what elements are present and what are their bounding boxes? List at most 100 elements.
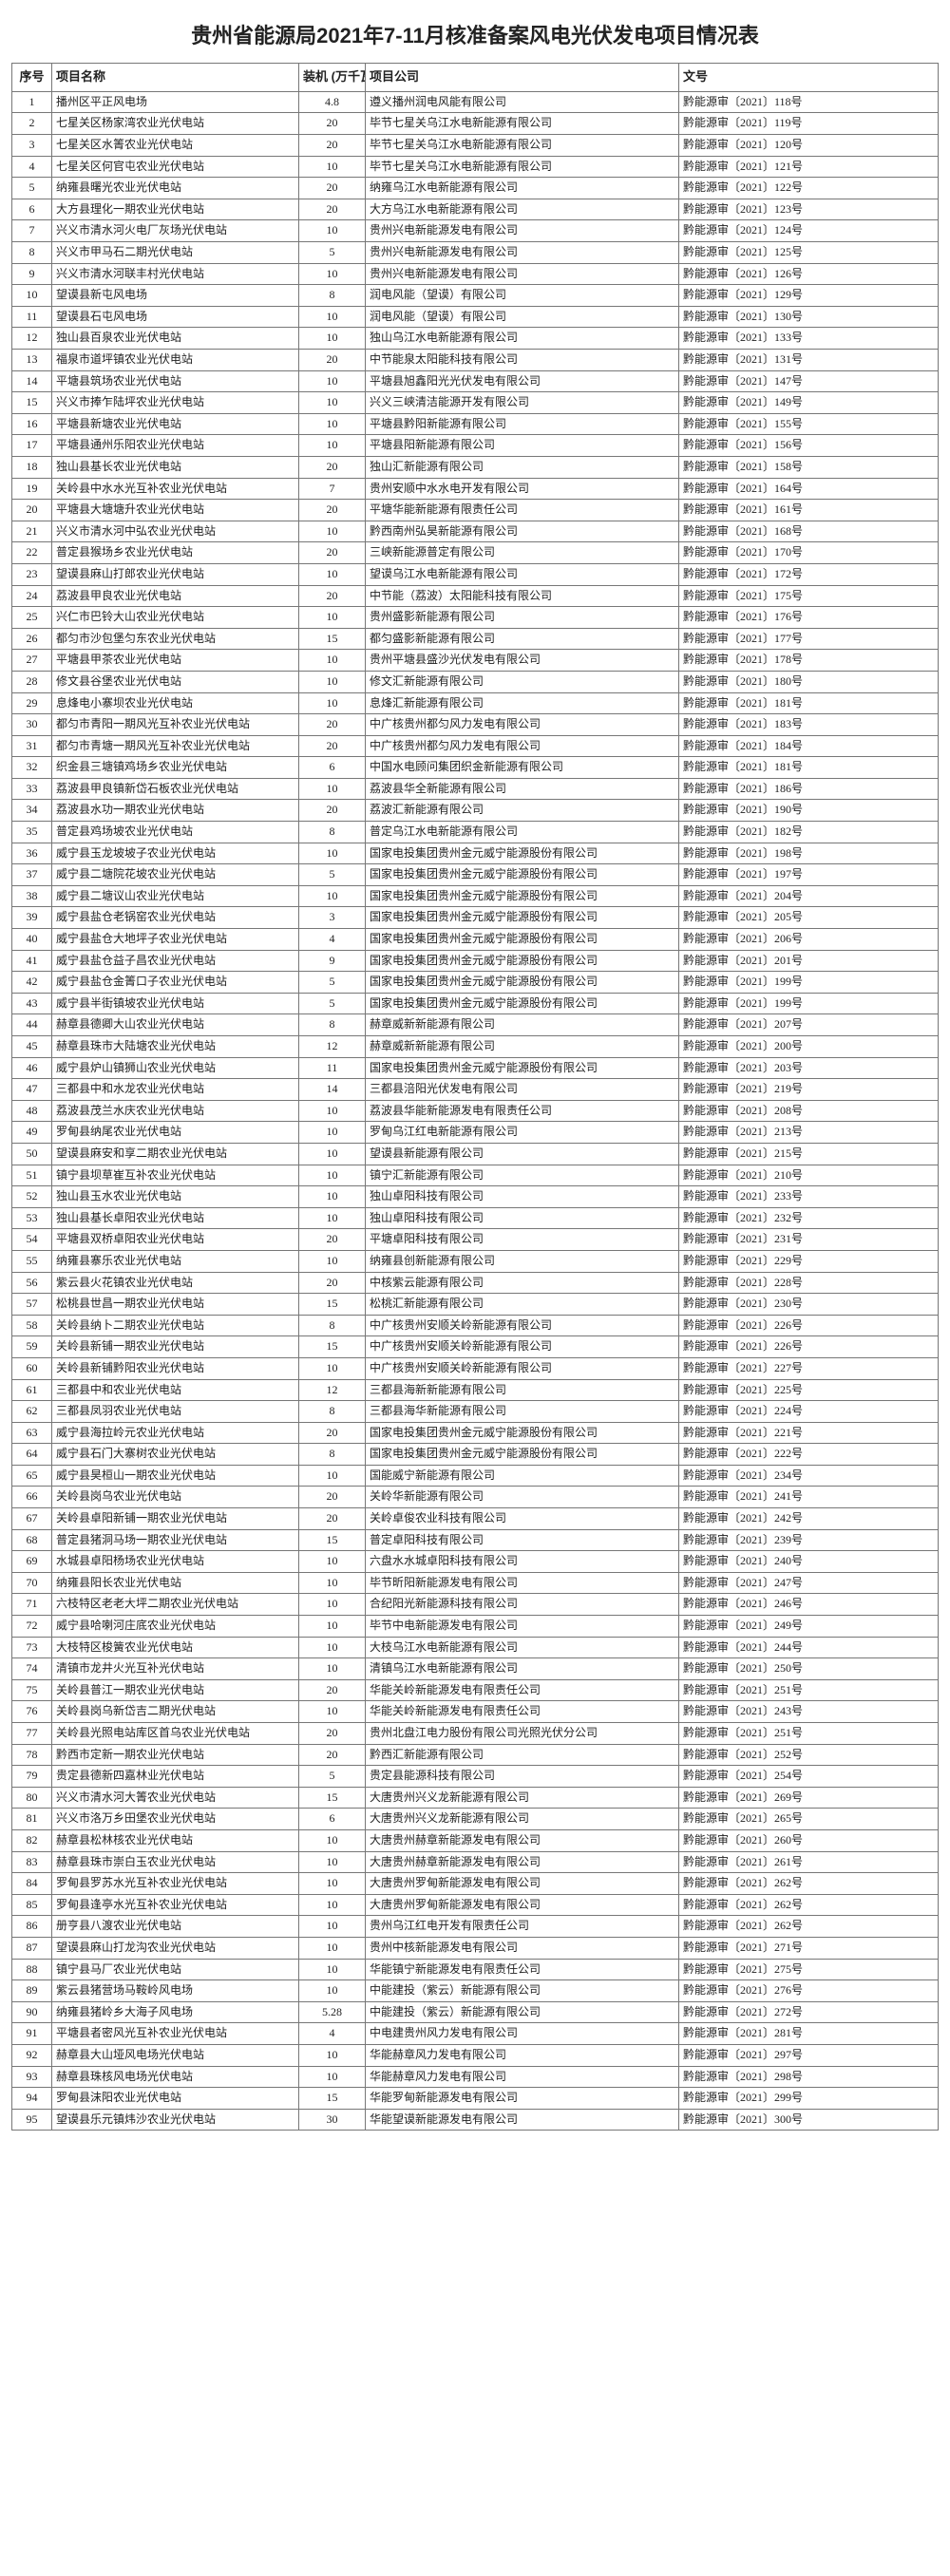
cell-seq: 20 (12, 500, 52, 521)
cell-name: 望谟县新屯风电场 (52, 285, 299, 307)
cell-doc: 黔能源审〔2021〕184号 (679, 735, 939, 757)
cell-comp: 贵州兴电新能源发电有限公司 (366, 263, 679, 285)
cell-doc: 黔能源审〔2021〕181号 (679, 757, 939, 779)
cell-seq: 18 (12, 456, 52, 478)
cell-seq: 14 (12, 370, 52, 392)
cell-seq: 77 (12, 1723, 52, 1745)
table-row: 59关岭县新铺一期农业光伏电站15中广核贵州安顺关岭新能源有限公司黔能源审〔20… (12, 1336, 939, 1358)
cell-doc: 黔能源审〔2021〕206号 (679, 929, 939, 951)
cell-doc: 黔能源审〔2021〕180号 (679, 671, 939, 692)
cell-doc: 黔能源审〔2021〕226号 (679, 1315, 939, 1336)
cell-name: 威宁县海拉岭元农业光伏电站 (52, 1422, 299, 1444)
cell-comp: 贵定县能源科技有限公司 (366, 1766, 679, 1788)
table-row: 1播州区平正风电场4.8遵义播州润电风能有限公司黔能源审〔2021〕118号 (12, 91, 939, 113)
table-row: 89紫云县猪营场马鞍岭风电场10中能建投（紫云）新能源有限公司黔能源审〔2021… (12, 1980, 939, 2002)
cell-comp: 润电风能（望谟）有限公司 (366, 285, 679, 307)
table-row: 66关岭县岗乌农业光伏电站20关岭华新能源有限公司黔能源审〔2021〕241号 (12, 1487, 939, 1508)
cell-name: 兴义市清水河火电厂灰场光伏电站 (52, 220, 299, 242)
cell-comp: 毕节七星关乌江水电新能源有限公司 (366, 113, 679, 135)
cell-comp: 清镇乌江水电新能源有限公司 (366, 1658, 679, 1680)
cell-name: 都匀市沙包堡匀东农业光伏电站 (52, 628, 299, 650)
cell-comp: 平塘县旭鑫阳光光伏发电有限公司 (366, 370, 679, 392)
cell-comp: 大唐贵州赫章新能源发电有限公司 (366, 1829, 679, 1851)
col-header-seq: 序号 (12, 64, 52, 92)
cell-name: 都匀市青塘一期风光互补农业光伏电站 (52, 735, 299, 757)
cell-comp: 三峡新能源普定有限公司 (366, 542, 679, 564)
table-row: 70纳雍县阳长农业光伏电站10毕节昕阳新能源发电有限公司黔能源审〔2021〕24… (12, 1572, 939, 1594)
cell-comp: 贵州兴电新能源发电有限公司 (366, 242, 679, 264)
cell-comp: 大唐贵州罗甸新能源发电有限公司 (366, 1894, 679, 1916)
cell-cap: 12 (299, 1379, 366, 1401)
col-header-docnum: 文号 (679, 64, 939, 92)
cell-name: 威宁县盐仓老锅窑农业光伏电站 (52, 907, 299, 929)
cell-comp: 平塘县阳新能源有限公司 (366, 435, 679, 457)
cell-name: 关岭县光照电站库区首乌农业光伏电站 (52, 1723, 299, 1745)
cell-doc: 黔能源审〔2021〕213号 (679, 1122, 939, 1144)
cell-name: 纳雍县寨乐农业光伏电站 (52, 1250, 299, 1272)
table-row: 42威宁县盐仓金箐口子农业光伏电站5国家电投集团贵州金元威宁能源股份有限公司黔能… (12, 972, 939, 994)
cell-name: 威宁县二塘院花坡农业光伏电站 (52, 864, 299, 886)
cell-comp: 国家电投集团贵州金元威宁能源股份有限公司 (366, 843, 679, 864)
table-row: 49罗甸县纳尾农业光伏电站10罗甸乌江红电新能源有限公司黔能源审〔2021〕21… (12, 1122, 939, 1144)
cell-doc: 黔能源审〔2021〕210号 (679, 1165, 939, 1186)
table-row: 41威宁县盐仓益子昌农业光伏电站9国家电投集团贵州金元威宁能源股份有限公司黔能源… (12, 950, 939, 972)
cell-comp: 华能望谟新能源发电有限公司 (366, 2109, 679, 2131)
cell-comp: 国家电投集团贵州金元威宁能源股份有限公司 (366, 993, 679, 1014)
cell-name: 赫章县珠核风电场光伏电站 (52, 2066, 299, 2088)
table-row: 50望谟县麻安和享二期农业光伏电站10望谟县新能源有限公司黔能源审〔2021〕2… (12, 1143, 939, 1165)
cell-comp: 国家电投集团贵州金元威宁能源股份有限公司 (366, 864, 679, 886)
table-row: 21兴义市清水河中弘农业光伏电站10黔西南州弘昊新能源有限公司黔能源审〔2021… (12, 521, 939, 542)
cell-name: 望谟县石屯风电场 (52, 306, 299, 328)
cell-seq: 84 (12, 1873, 52, 1895)
table-row: 30都匀市青阳一期风光互补农业光伏电站20中广核贵州都匀风力发电有限公司黔能源审… (12, 714, 939, 736)
cell-doc: 黔能源审〔2021〕281号 (679, 2023, 939, 2045)
cell-doc: 黔能源审〔2021〕158号 (679, 456, 939, 478)
cell-seq: 45 (12, 1036, 52, 1058)
cell-doc: 黔能源审〔2021〕168号 (679, 521, 939, 542)
cell-name: 威宁县炉山镇狮山农业光伏电站 (52, 1057, 299, 1079)
cell-comp: 独山汇新能源有限公司 (366, 456, 679, 478)
cell-cap: 20 (299, 542, 366, 564)
cell-seq: 3 (12, 135, 52, 157)
table-row: 87望谟县麻山打龙沟农业光伏电站10贵州中核新能源发电有限公司黔能源审〔2021… (12, 1937, 939, 1959)
table-row: 80兴义市清水河大箐农业光伏电站15大唐贵州兴义龙新能源有限公司黔能源审〔202… (12, 1787, 939, 1809)
table-row: 34荔波县水功一期农业光伏电站20荔波汇新能源有限公司黔能源审〔2021〕190… (12, 800, 939, 822)
cell-cap: 20 (299, 800, 366, 822)
table-row: 69水城县卓阳杨场农业光伏电站10六盘水水城卓阳科技有限公司黔能源审〔2021〕… (12, 1551, 939, 1573)
table-row: 91平塘县者密风光互补农业光伏电站4中电建贵州风力发电有限公司黔能源审〔2021… (12, 2023, 939, 2045)
cell-name: 都匀市青阳一期风光互补农业光伏电站 (52, 714, 299, 736)
cell-doc: 黔能源审〔2021〕224号 (679, 1401, 939, 1423)
table-row: 74清镇市龙井火光互补光伏电站10清镇乌江水电新能源有限公司黔能源审〔2021〕… (12, 1658, 939, 1680)
cell-name: 兴义市清水河大箐农业光伏电站 (52, 1787, 299, 1809)
cell-cap: 10 (299, 778, 366, 800)
cell-comp: 毕节七星关乌江水电新能源有限公司 (366, 135, 679, 157)
cell-comp: 大唐贵州兴义龙新能源有限公司 (366, 1787, 679, 1809)
cell-seq: 17 (12, 435, 52, 457)
cell-comp: 中能建投（紫云）新能源有限公司 (366, 2001, 679, 2023)
cell-name: 兴义市甲马石二期光伏电站 (52, 242, 299, 264)
cell-cap: 10 (299, 156, 366, 178)
cell-seq: 5 (12, 178, 52, 199)
table-row: 64威宁县石门大寨树农业光伏电站8国家电投集团贵州金元威宁能源股份有限公司黔能源… (12, 1444, 939, 1466)
cell-doc: 黔能源审〔2021〕261号 (679, 1851, 939, 1873)
cell-seq: 90 (12, 2001, 52, 2023)
cell-comp: 贵州安顺中水水电开发有限公司 (366, 478, 679, 500)
table-row: 81兴义市洛万乡田堡农业光伏电站6大唐贵州兴义龙新能源有限公司黔能源审〔2021… (12, 1809, 939, 1830)
cell-doc: 黔能源审〔2021〕208号 (679, 1100, 939, 1122)
cell-name: 镇宁县马厂农业光伏电站 (52, 1959, 299, 1980)
table-row: 5纳雍县曙光农业光伏电站20纳雍乌江水电新能源有限公司黔能源审〔2021〕122… (12, 178, 939, 199)
cell-cap: 4 (299, 929, 366, 951)
cell-seq: 10 (12, 285, 52, 307)
cell-seq: 44 (12, 1014, 52, 1036)
cell-doc: 黔能源审〔2021〕164号 (679, 478, 939, 500)
cell-cap: 8 (299, 1444, 366, 1466)
cell-name: 荔波县水功一期农业光伏电站 (52, 800, 299, 822)
cell-seq: 2 (12, 113, 52, 135)
cell-cap: 11 (299, 1057, 366, 1079)
cell-doc: 黔能源审〔2021〕262号 (679, 1873, 939, 1895)
cell-cap: 10 (299, 1851, 366, 1873)
cell-seq: 46 (12, 1057, 52, 1079)
cell-doc: 黔能源审〔2021〕183号 (679, 714, 939, 736)
cell-cap: 20 (299, 500, 366, 521)
cell-cap: 10 (299, 607, 366, 629)
